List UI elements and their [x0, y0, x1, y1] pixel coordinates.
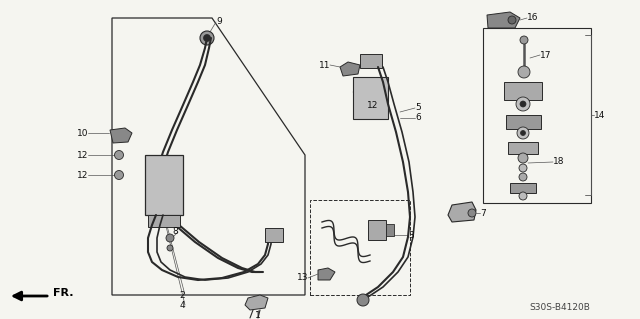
- Bar: [506, 115, 541, 129]
- Bar: [386, 224, 394, 236]
- Circle shape: [520, 101, 526, 107]
- Text: 12: 12: [367, 100, 378, 109]
- Bar: [360, 54, 382, 68]
- Circle shape: [520, 36, 528, 44]
- Circle shape: [516, 97, 530, 111]
- Text: 12: 12: [77, 151, 88, 160]
- Bar: [483, 28, 591, 203]
- Circle shape: [519, 164, 527, 172]
- Polygon shape: [448, 202, 476, 222]
- Text: 4: 4: [179, 300, 185, 309]
- Circle shape: [517, 127, 529, 139]
- Polygon shape: [318, 268, 335, 280]
- Circle shape: [518, 66, 530, 78]
- Bar: [145, 155, 183, 215]
- Text: 5: 5: [415, 103, 420, 113]
- Bar: [148, 215, 180, 227]
- Polygon shape: [245, 295, 268, 310]
- Circle shape: [200, 31, 214, 45]
- Bar: [310, 200, 410, 295]
- Bar: [510, 183, 536, 193]
- Text: 3: 3: [408, 231, 413, 240]
- Circle shape: [468, 209, 476, 217]
- Bar: [368, 220, 386, 240]
- Text: 2: 2: [179, 291, 185, 300]
- Circle shape: [115, 170, 124, 180]
- Text: S30S-B4120B: S30S-B4120B: [529, 303, 590, 313]
- Text: 9: 9: [216, 18, 221, 26]
- Bar: [265, 228, 283, 242]
- Circle shape: [520, 130, 525, 136]
- Text: 8: 8: [172, 227, 178, 236]
- Circle shape: [115, 151, 124, 160]
- Text: 11: 11: [319, 61, 330, 70]
- Bar: [353, 77, 388, 119]
- Text: 14: 14: [594, 110, 605, 120]
- Circle shape: [204, 34, 211, 41]
- Polygon shape: [110, 128, 132, 143]
- Text: 10: 10: [77, 129, 88, 137]
- Text: 12: 12: [77, 170, 88, 180]
- Text: 17: 17: [540, 50, 552, 60]
- Bar: [508, 142, 538, 154]
- Circle shape: [519, 192, 527, 200]
- Text: 16: 16: [527, 13, 538, 23]
- Circle shape: [167, 245, 173, 251]
- Circle shape: [508, 16, 516, 24]
- Polygon shape: [487, 12, 520, 28]
- Text: 13: 13: [296, 273, 308, 283]
- Text: 6: 6: [415, 114, 420, 122]
- Text: 1: 1: [255, 310, 261, 319]
- Polygon shape: [340, 62, 360, 76]
- Circle shape: [518, 153, 528, 163]
- Bar: [504, 82, 542, 100]
- Circle shape: [357, 294, 369, 306]
- Text: FR.: FR.: [53, 288, 74, 298]
- Text: 7: 7: [480, 209, 486, 218]
- Circle shape: [519, 173, 527, 181]
- Circle shape: [166, 234, 174, 242]
- Text: 18: 18: [553, 158, 564, 167]
